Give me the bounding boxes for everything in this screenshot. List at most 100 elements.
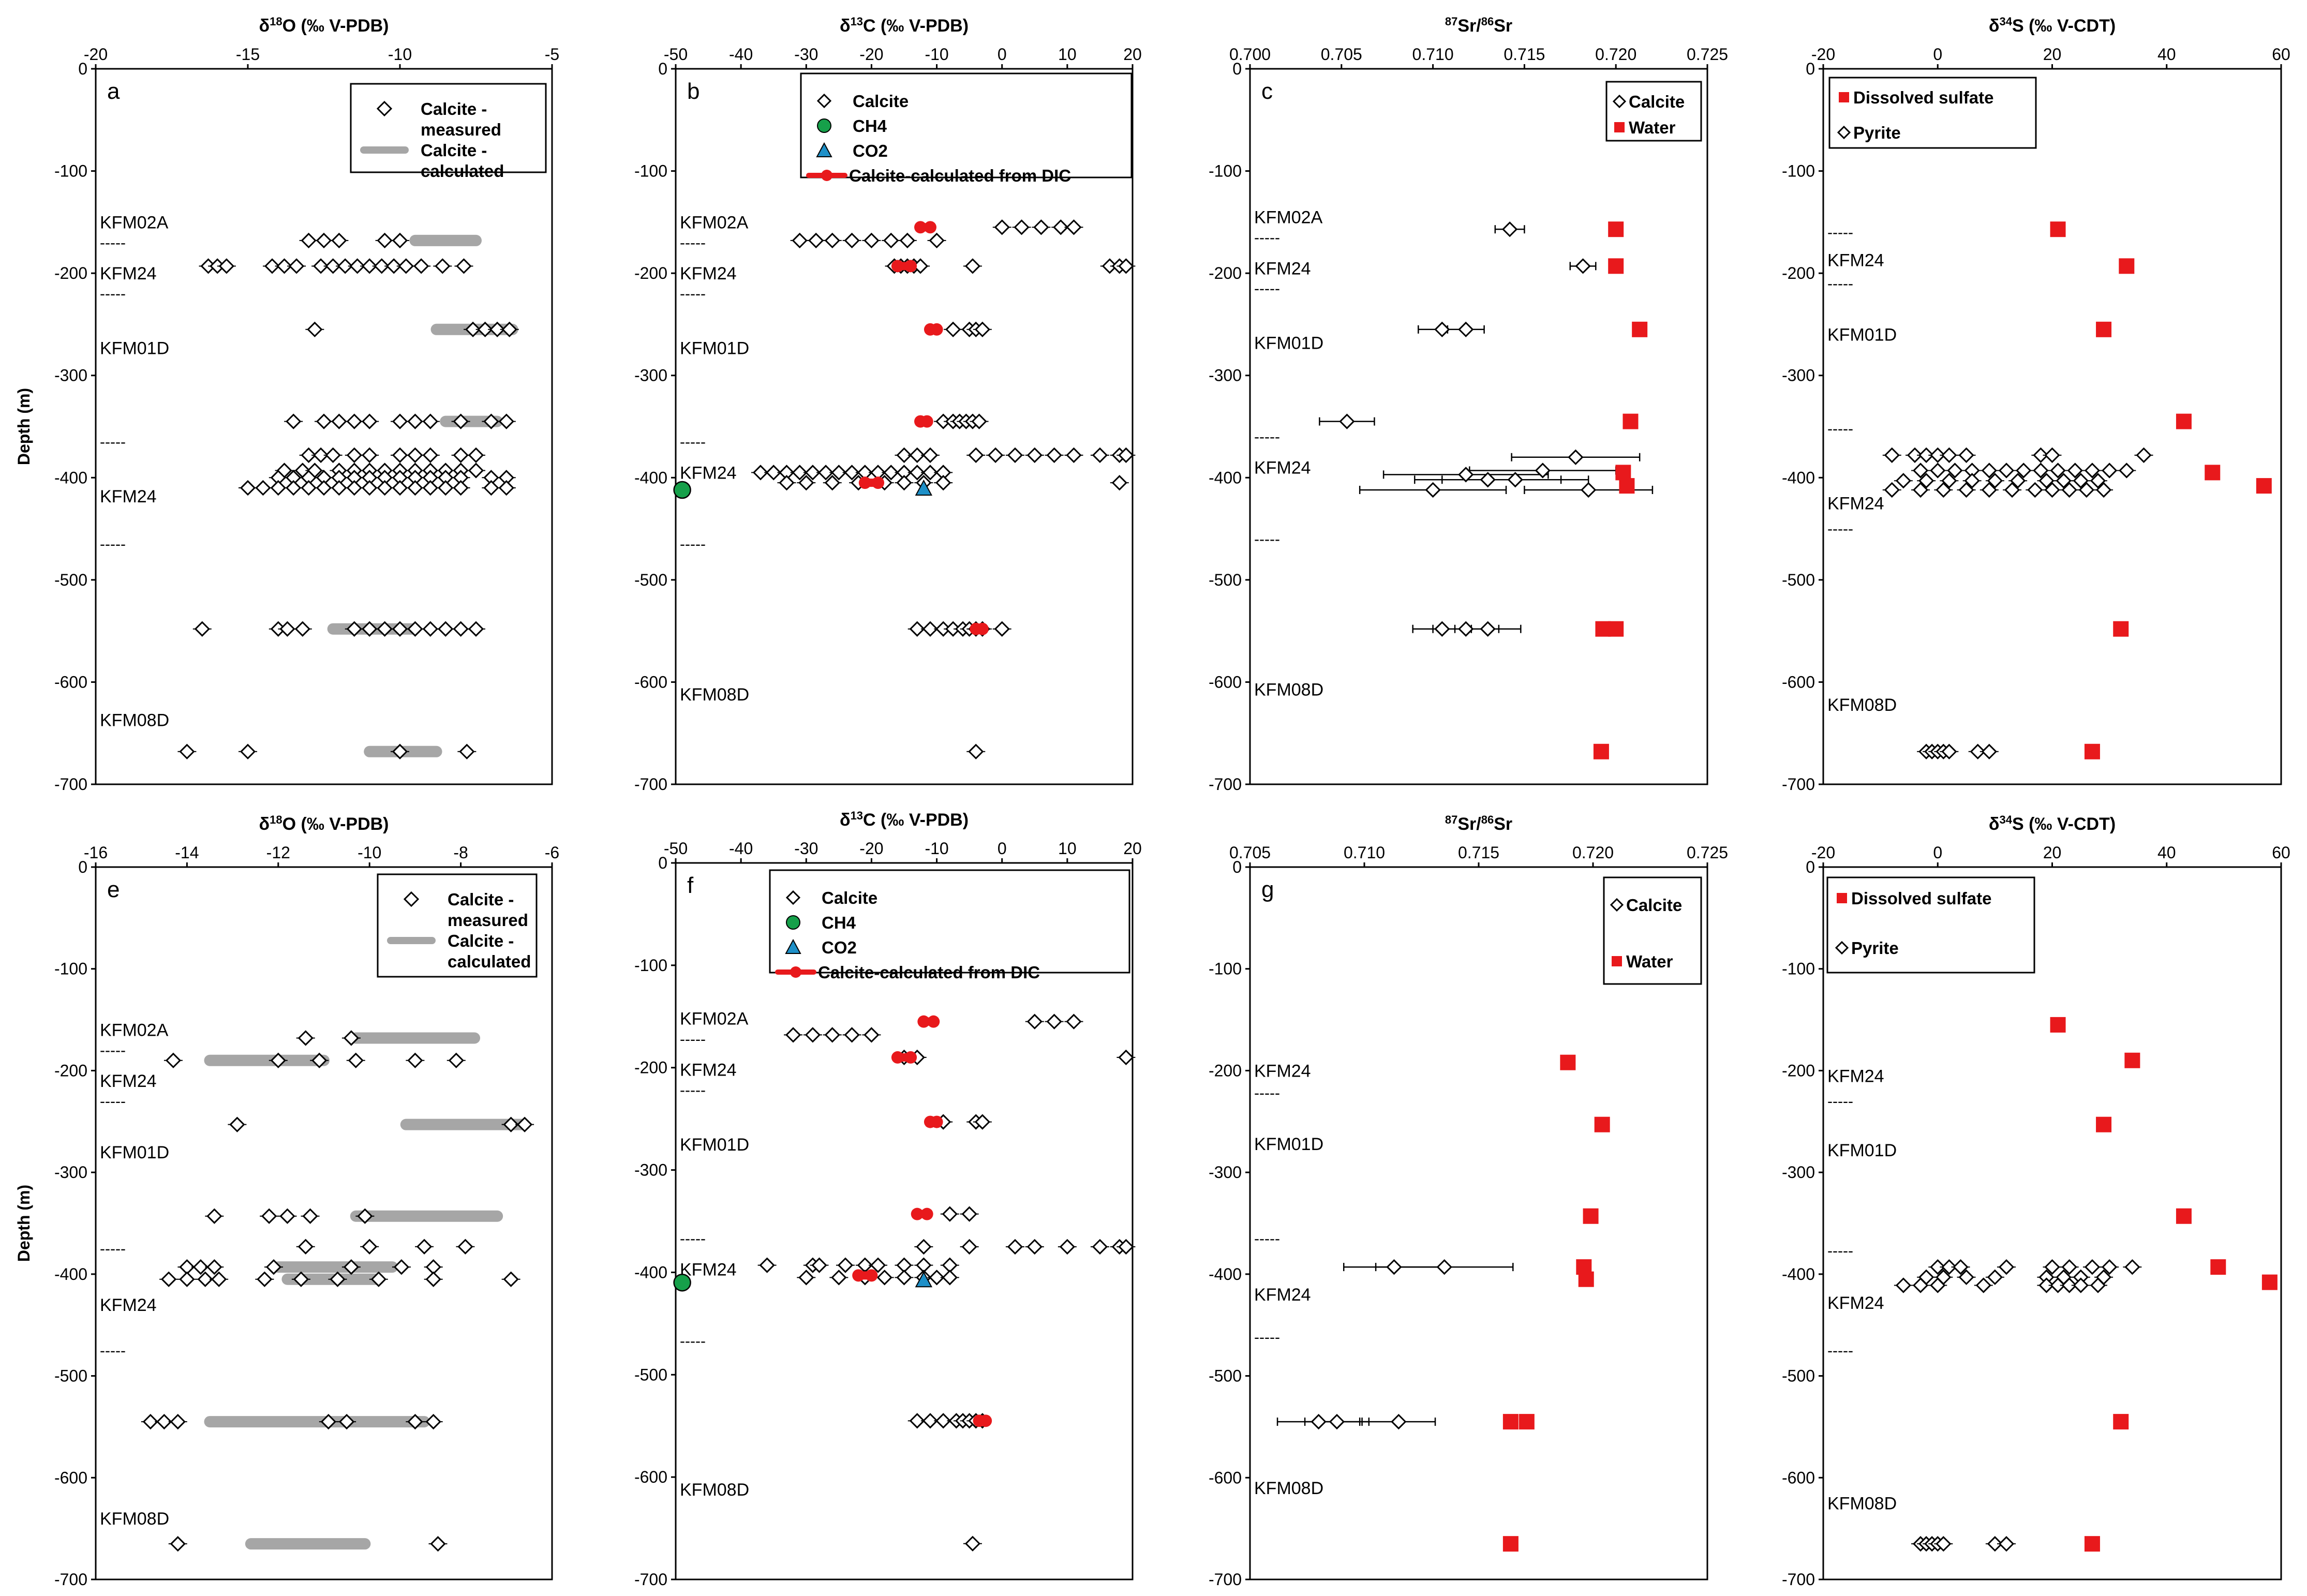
dic-calculated-point (979, 1414, 992, 1427)
legend: Calcite CH4 CO2 Calcite-calculated from DIC (800, 72, 1133, 185)
x-tick-label: -20 (84, 45, 108, 64)
borehole-label: KFM01D (1827, 1141, 1897, 1160)
calcite-point (1581, 482, 1597, 498)
legend-co2-marker (816, 142, 832, 157)
calcite-point (1111, 475, 1127, 491)
legend-pyrite-marker (1835, 941, 1849, 955)
calcite-point (1501, 221, 1518, 237)
dic-calculated-point (865, 1269, 878, 1282)
panel-letter: e (107, 877, 120, 902)
plot-frame (1822, 866, 2282, 1580)
pyrite-point (1884, 447, 1900, 463)
x-tick-label: 0.705 (1321, 45, 1362, 64)
calcite-point (1118, 1049, 1134, 1066)
co2-point (915, 479, 933, 496)
legend-calcite-marker (1610, 898, 1624, 912)
y-tick-label: -600 (634, 673, 667, 691)
legend-box (350, 83, 547, 173)
dic-calculated-point (917, 1015, 930, 1028)
calcite-point (407, 447, 423, 463)
calcite-point (824, 475, 840, 491)
section-divider: ----- (680, 1230, 706, 1247)
legend-label: calculated (421, 161, 504, 181)
legend-box (377, 873, 538, 978)
calcite-point (156, 1413, 172, 1430)
calcite-point (503, 1271, 519, 1287)
calcite-point (831, 1270, 847, 1286)
borehole-label: KFM08D (680, 685, 749, 705)
calcite-point (1434, 621, 1450, 637)
sulfate-point (2205, 465, 2221, 481)
legend: Calcite Water (1603, 876, 1702, 985)
calcite-point (808, 232, 824, 249)
legend-water-marker (1612, 956, 1622, 966)
legend-calcite-marker (403, 891, 420, 907)
calcite-point (1458, 467, 1474, 483)
calcite-point (1033, 219, 1049, 235)
y-tick-label: -400 (1782, 468, 1815, 487)
y-tick-label: -100 (54, 960, 87, 978)
y-tick-label: -700 (1209, 775, 1242, 794)
legend-sulfate-marker (1837, 893, 1847, 903)
legend-calcite-marker (376, 100, 393, 117)
calcite-point (255, 480, 271, 496)
calcite-point (935, 475, 951, 491)
calcite-point (346, 447, 362, 463)
calcite-point (229, 1116, 245, 1132)
legend-box (1828, 77, 2037, 149)
borehole-label: KFM24 (1254, 259, 1311, 278)
borehole-label: KFM24 (1827, 250, 1884, 270)
section-divider: ----- (100, 434, 126, 451)
calcite-point (392, 232, 408, 249)
calcite-point (1014, 219, 1030, 235)
pyrite-point (1930, 1277, 1946, 1293)
calcite-point (489, 321, 505, 337)
y-tick-label: 0 (1806, 858, 1815, 876)
dic-calculated-point (891, 260, 904, 273)
calcite-point (468, 447, 484, 463)
axis-title: 87Sr/86Sr (1445, 15, 1512, 36)
calcite-point (896, 1270, 912, 1286)
legend-pyrite-marker (1837, 125, 1851, 140)
calcite-point (270, 1052, 286, 1068)
y-tick-label: -500 (634, 1365, 667, 1384)
calcite-point (870, 1257, 886, 1273)
calcite-point (331, 413, 347, 429)
calcite-point (844, 465, 860, 481)
calcite-point (392, 413, 408, 429)
water-point (1502, 1536, 1519, 1552)
pyrite-point (1912, 482, 1929, 498)
x-tick-label: 0.715 (1504, 45, 1545, 64)
x-tick-label: -8 (453, 843, 468, 862)
pyrite-point (2033, 447, 2049, 463)
calcite-point (297, 1030, 314, 1046)
calcite-point (899, 232, 915, 249)
water-point (1619, 478, 1635, 494)
sulfate-point (2113, 1414, 2129, 1430)
y-tick-label: -200 (1209, 264, 1242, 282)
borehole-label: KFM24 (1254, 1061, 1311, 1081)
pyrite-point (2010, 473, 2026, 489)
dic-calculated-point (858, 476, 871, 489)
calcite-point (301, 480, 317, 496)
calcite-point (170, 1413, 186, 1430)
x-tick-label: -50 (664, 45, 688, 64)
calcite-point (377, 621, 393, 637)
x-tick-label: -10 (388, 45, 412, 64)
y-tick-label: 0 (1232, 858, 1242, 876)
calcite-point (407, 621, 423, 637)
section-divider: ----- (100, 1342, 126, 1359)
calcite-point (362, 258, 378, 274)
pyrite-point (2027, 482, 2043, 498)
calcite-point (1026, 1013, 1043, 1030)
calcite-point (1046, 447, 1062, 463)
x-tick-label: 0 (998, 45, 1007, 64)
y-tick-label: -100 (1782, 960, 1815, 978)
calcite-point (942, 1270, 958, 1286)
legend-label: Calcite - (448, 931, 514, 950)
calcite-point (477, 321, 493, 337)
pyrite-point (2073, 473, 2089, 489)
calcite-point (362, 413, 378, 429)
pyrite-point (1912, 463, 1929, 479)
borehole-label: KFM01D (1827, 325, 1897, 345)
